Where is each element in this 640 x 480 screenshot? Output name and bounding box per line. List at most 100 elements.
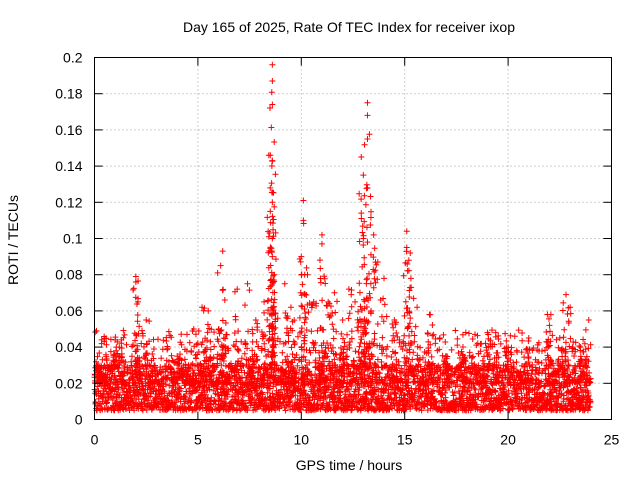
data-point bbox=[450, 392, 457, 399]
data-point bbox=[390, 324, 397, 331]
data-point bbox=[367, 193, 374, 200]
data-point bbox=[261, 360, 268, 367]
data-point bbox=[151, 378, 158, 385]
data-point bbox=[168, 364, 175, 371]
data-point bbox=[318, 240, 325, 247]
data-point bbox=[344, 331, 351, 338]
data-point bbox=[352, 298, 359, 305]
data-point bbox=[331, 356, 338, 363]
data-point bbox=[188, 378, 195, 385]
data-point bbox=[251, 397, 258, 404]
data-point bbox=[440, 331, 447, 338]
data-point bbox=[181, 380, 188, 387]
data-point bbox=[406, 320, 413, 327]
data-point bbox=[405, 257, 412, 264]
data-point bbox=[292, 392, 299, 399]
data-point bbox=[139, 327, 146, 334]
data-point bbox=[316, 380, 323, 387]
data-point bbox=[259, 391, 266, 398]
data-point bbox=[392, 366, 399, 373]
data-point bbox=[373, 261, 380, 268]
data-point bbox=[567, 379, 574, 386]
data-point bbox=[265, 297, 272, 304]
data-point bbox=[382, 362, 389, 369]
x-tick-label: 0 bbox=[91, 432, 99, 448]
data-point bbox=[231, 369, 238, 376]
data-point bbox=[430, 387, 437, 394]
data-point bbox=[355, 327, 362, 334]
data-point bbox=[569, 344, 576, 351]
data-point bbox=[511, 364, 518, 371]
data-point bbox=[572, 339, 579, 346]
data-point bbox=[446, 362, 453, 369]
data-point bbox=[192, 355, 199, 362]
data-point bbox=[187, 373, 194, 380]
data-point bbox=[158, 355, 165, 362]
data-point bbox=[427, 311, 434, 318]
data-point bbox=[422, 359, 429, 366]
data-point bbox=[348, 407, 355, 414]
data-point bbox=[368, 351, 375, 358]
x-tick-label: 10 bbox=[294, 432, 310, 448]
data-point bbox=[264, 389, 271, 396]
data-point bbox=[405, 366, 412, 373]
data-point bbox=[357, 339, 364, 346]
data-point bbox=[282, 339, 289, 346]
data-point bbox=[474, 332, 481, 339]
data-point bbox=[374, 342, 381, 349]
data-point bbox=[301, 290, 308, 297]
data-point bbox=[455, 350, 462, 357]
data-point bbox=[302, 314, 309, 321]
data-point bbox=[479, 357, 486, 364]
data-point bbox=[261, 340, 268, 347]
data-point bbox=[427, 341, 434, 348]
data-point bbox=[238, 355, 245, 362]
data-point bbox=[302, 291, 309, 298]
data-point bbox=[390, 332, 397, 339]
data-point bbox=[310, 340, 317, 347]
data-point bbox=[358, 154, 365, 161]
data-point bbox=[128, 353, 135, 360]
data-point bbox=[129, 343, 136, 350]
data-point bbox=[410, 379, 417, 386]
data-point bbox=[587, 398, 594, 405]
data-point bbox=[274, 335, 281, 342]
data-point bbox=[502, 366, 509, 373]
data-point bbox=[194, 340, 201, 347]
data-point bbox=[443, 376, 450, 383]
data-point bbox=[513, 347, 520, 354]
data-point bbox=[443, 399, 450, 406]
data-point bbox=[465, 364, 472, 371]
data-point bbox=[469, 335, 476, 342]
data-point bbox=[466, 387, 473, 394]
data-point bbox=[564, 383, 571, 390]
data-point bbox=[326, 314, 333, 321]
data-point bbox=[503, 348, 510, 355]
data-point bbox=[365, 350, 372, 357]
data-point bbox=[200, 349, 207, 356]
data-point bbox=[477, 403, 484, 410]
data-point bbox=[273, 362, 280, 369]
data-point bbox=[377, 297, 384, 304]
data-point bbox=[559, 307, 566, 314]
data-point bbox=[181, 346, 188, 353]
data-point bbox=[108, 374, 115, 381]
data-point bbox=[246, 287, 253, 294]
data-point bbox=[322, 375, 329, 382]
data-point bbox=[178, 331, 185, 338]
data-point bbox=[269, 213, 276, 220]
data-point bbox=[96, 379, 103, 386]
data-point bbox=[353, 370, 360, 377]
data-point bbox=[572, 370, 579, 377]
data-point bbox=[271, 296, 278, 303]
data-point bbox=[271, 330, 278, 337]
data-point bbox=[115, 365, 122, 372]
data-point bbox=[561, 326, 568, 333]
data-point bbox=[359, 229, 366, 236]
data-point bbox=[197, 380, 204, 387]
data-point bbox=[319, 363, 326, 370]
data-point bbox=[298, 328, 305, 335]
data-point bbox=[269, 157, 276, 164]
data-point bbox=[291, 339, 298, 346]
data-point bbox=[452, 327, 459, 334]
